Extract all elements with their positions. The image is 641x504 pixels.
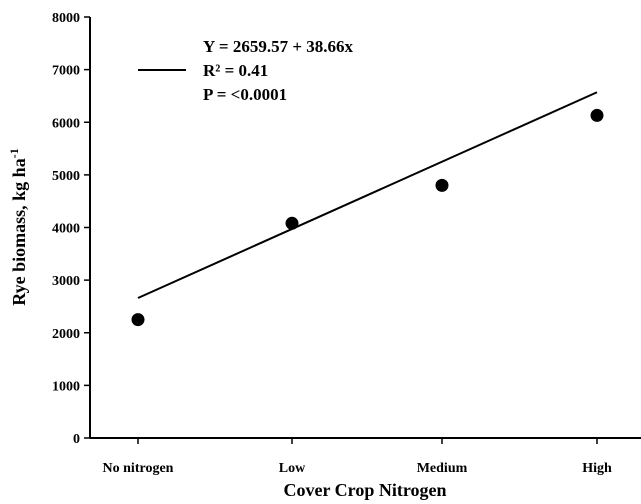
regression-line (137, 91, 598, 299)
y-tick-label: 3000 (52, 274, 80, 289)
x-tick-label: High (582, 461, 612, 476)
x-tick-label: No nitrogen (103, 461, 174, 476)
data-point (590, 108, 604, 122)
data-point (285, 216, 299, 230)
y-tick-label: 8000 (52, 11, 80, 26)
x-axis-title: Cover Crop Nitrogen (284, 480, 447, 500)
y-tick-label: 2000 (52, 327, 80, 342)
data-point (131, 313, 145, 327)
data-point (435, 178, 449, 192)
points (131, 108, 604, 327)
x-tick-label: Medium (417, 461, 468, 476)
legend-p-value: P = <0.0001 (203, 85, 287, 104)
y-tick-label: 7000 (52, 64, 80, 79)
x-tick-label: Low (279, 461, 306, 476)
y-tick-label: 6000 (52, 116, 80, 131)
y-axis-title: Rye biomass, kg ha-1 (7, 148, 29, 305)
y-ticks: 0 1000 2000 3000 4000 5000 6000 7000 8000 (52, 11, 90, 447)
y-axis-title-main: Rye biomass, kg ha (9, 158, 29, 305)
legend: Y = 2659.57 + 38.66x R² = 0.41 P = <0.00… (138, 37, 354, 104)
y-tick-label: 4000 (52, 222, 80, 237)
legend-equation: Y = 2659.57 + 38.66x (203, 37, 354, 56)
y-axis-title-superscript: -1 (7, 148, 21, 158)
legend-r-squared: R² = 0.41 (203, 61, 268, 80)
fit-group (137, 91, 598, 299)
axes (89, 17, 641, 439)
y-tick-label: 1000 (52, 379, 80, 394)
y-tick-label: 5000 (52, 169, 80, 184)
x-ticks: No nitrogen Low Medium High (103, 438, 612, 476)
y-tick-label: 0 (73, 432, 80, 447)
